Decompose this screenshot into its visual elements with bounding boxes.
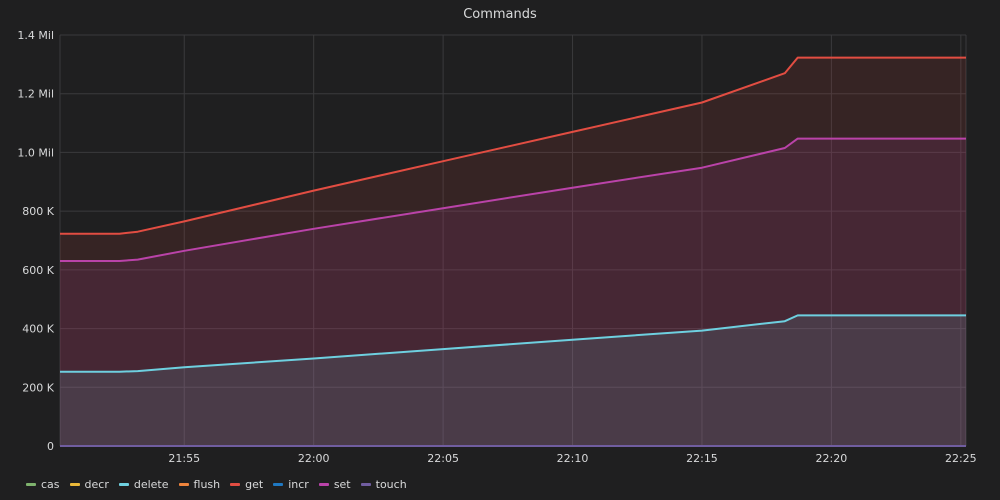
legend-item-flush[interactable]: flush [178, 477, 221, 491]
chart-legend: cas decr delete flush get incr set touch [26, 476, 417, 492]
legend-label: get [245, 477, 264, 491]
legend-swatch [118, 482, 129, 486]
legend-label: decr [84, 477, 109, 491]
y-tick-label: 600 K [22, 264, 54, 277]
legend-label: flush [193, 477, 221, 491]
x-tick-label: 22:25 [945, 452, 977, 465]
y-tick-label: 0 [47, 440, 54, 453]
series-area-set [60, 138, 966, 446]
series-line-get [60, 56, 966, 235]
line-layer [60, 56, 966, 447]
y-tick-label: 400 K [22, 323, 54, 336]
grid-layer [59, 34, 967, 447]
legend-item-delete[interactable]: delete [118, 477, 169, 491]
legend-label: cas [41, 477, 60, 491]
x-tick-label: 22:15 [686, 452, 718, 465]
legend-label: delete [133, 477, 169, 491]
axis-layer: 0 200 K 400 K 600 K 800 K 1.0 Mil 1.2 Mil 1.4 M… [17, 29, 976, 465]
x-tick-label: 22:10 [557, 452, 589, 465]
commands-chart: Commands 0 200 K 400 K 600 K 800 K 1.0 Mil 1.2… [17, 7, 976, 465]
series-area-delete [60, 315, 966, 446]
legend-swatch [69, 482, 80, 486]
legend-swatch [230, 482, 241, 486]
legend-label: incr [288, 477, 309, 491]
y-tick-label: 800 K [22, 205, 54, 218]
y-tick-label: 1.4 Mil [17, 29, 54, 42]
x-tick-label: 22:00 [298, 452, 330, 465]
legend-item-incr[interactable]: incr [273, 478, 309, 491]
series-area-get [60, 57, 966, 446]
x-tick-label: 22:20 [816, 452, 848, 465]
x-tick-label: 21:55 [168, 452, 200, 465]
legend-swatch [273, 482, 284, 486]
legend-item-cas[interactable]: cas [26, 478, 60, 491]
chart-title: Commands [463, 7, 537, 22]
legend-item-touch[interactable]: touch [360, 477, 407, 491]
y-tick-label: 200 K [22, 381, 54, 394]
legend-label: touch [375, 477, 407, 491]
legend-swatch [360, 482, 371, 486]
area-layer [60, 57, 966, 446]
legend-swatch [178, 482, 189, 486]
legend-item-set[interactable]: set [318, 477, 351, 491]
legend-item-decr[interactable]: decr [69, 477, 109, 491]
legend-label: set [333, 477, 351, 491]
y-tick-label: 1.2 Mil [17, 88, 54, 101]
legend-swatch [318, 482, 329, 486]
series-line-delete [60, 314, 966, 373]
legend-swatch [26, 482, 36, 486]
x-tick-label: 22:05 [427, 452, 459, 465]
series-line-set [60, 137, 966, 262]
y-tick-label: 1.0 Mil [17, 146, 54, 159]
legend-item-get[interactable]: get [230, 478, 263, 491]
